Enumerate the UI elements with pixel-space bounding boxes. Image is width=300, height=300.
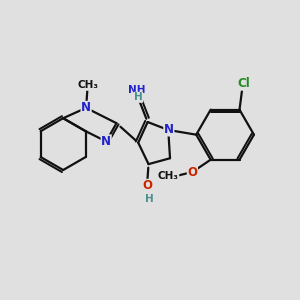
Text: NH: NH	[128, 85, 146, 94]
Text: N: N	[164, 123, 174, 136]
Text: Cl: Cl	[237, 77, 250, 90]
Text: N: N	[81, 101, 91, 114]
Text: N: N	[101, 135, 111, 148]
Text: CH₃: CH₃	[158, 171, 179, 181]
Text: H: H	[145, 194, 154, 204]
Text: O: O	[188, 166, 197, 178]
Text: H: H	[134, 92, 142, 102]
Text: O: O	[142, 179, 152, 192]
Text: CH₃: CH₃	[77, 80, 98, 90]
